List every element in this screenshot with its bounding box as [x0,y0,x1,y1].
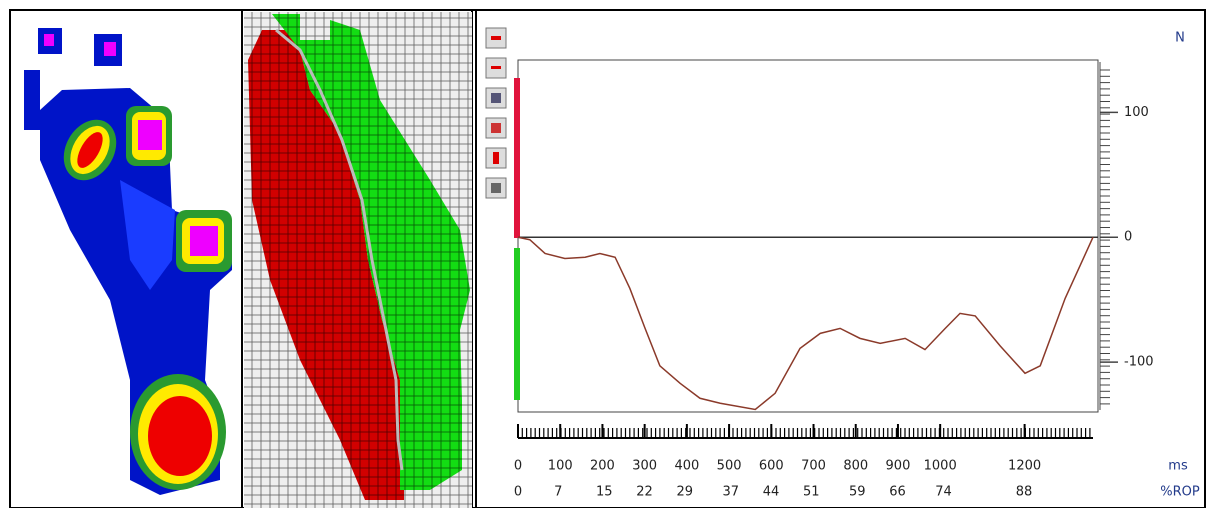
x-tick-label: 600 [759,459,784,474]
x2-tick-label: 0 [514,485,522,500]
x2-tick-label: 74 [935,485,952,500]
y-tick-label: 100 [1124,105,1149,120]
x-tick-label: 900 [886,459,911,474]
x2-tick-label: 44 [763,485,780,500]
screen: N ms %ROP 010020030040050060070080090010… [0,0,1211,508]
x2-tick-label: 59 [849,485,866,500]
foot-split [244,12,472,508]
side-indicator [514,248,520,400]
x-tick-label: 800 [843,459,868,474]
x2-tick-label: 37 [722,485,739,500]
x2-tick-label: 15 [596,485,613,500]
x-tick-label: 1000 [924,459,957,474]
x2-tick-label: 7 [554,485,562,500]
y-tick-label: 0 [1124,230,1132,245]
x2-axis-label: %ROP [1160,485,1200,500]
x-tick-label: 300 [632,459,657,474]
x-tick-label: 100 [548,459,573,474]
x-axis-label: ms [1168,459,1188,474]
x2-tick-label: 88 [1016,485,1033,500]
x-tick-label: 700 [801,459,826,474]
page: N ms %ROP 010020030040050060070080090010… [0,0,1211,508]
x2-tick-label: 51 [803,485,820,500]
side-indicator [514,78,520,238]
x2-tick-label: 22 [636,485,653,500]
y-axis-label: N [1175,31,1185,46]
x2-tick-label: 29 [676,485,693,500]
y-tick-label: -100 [1124,355,1154,370]
x-tick-label: 200 [590,459,615,474]
x-tick-label: 400 [674,459,699,474]
plot-area [518,60,1098,412]
x2-tick-label: 66 [889,485,906,500]
x-tick-label: 1200 [1008,459,1041,474]
x-tick-label: 500 [717,459,742,474]
x-tick-label: 0 [514,459,522,474]
